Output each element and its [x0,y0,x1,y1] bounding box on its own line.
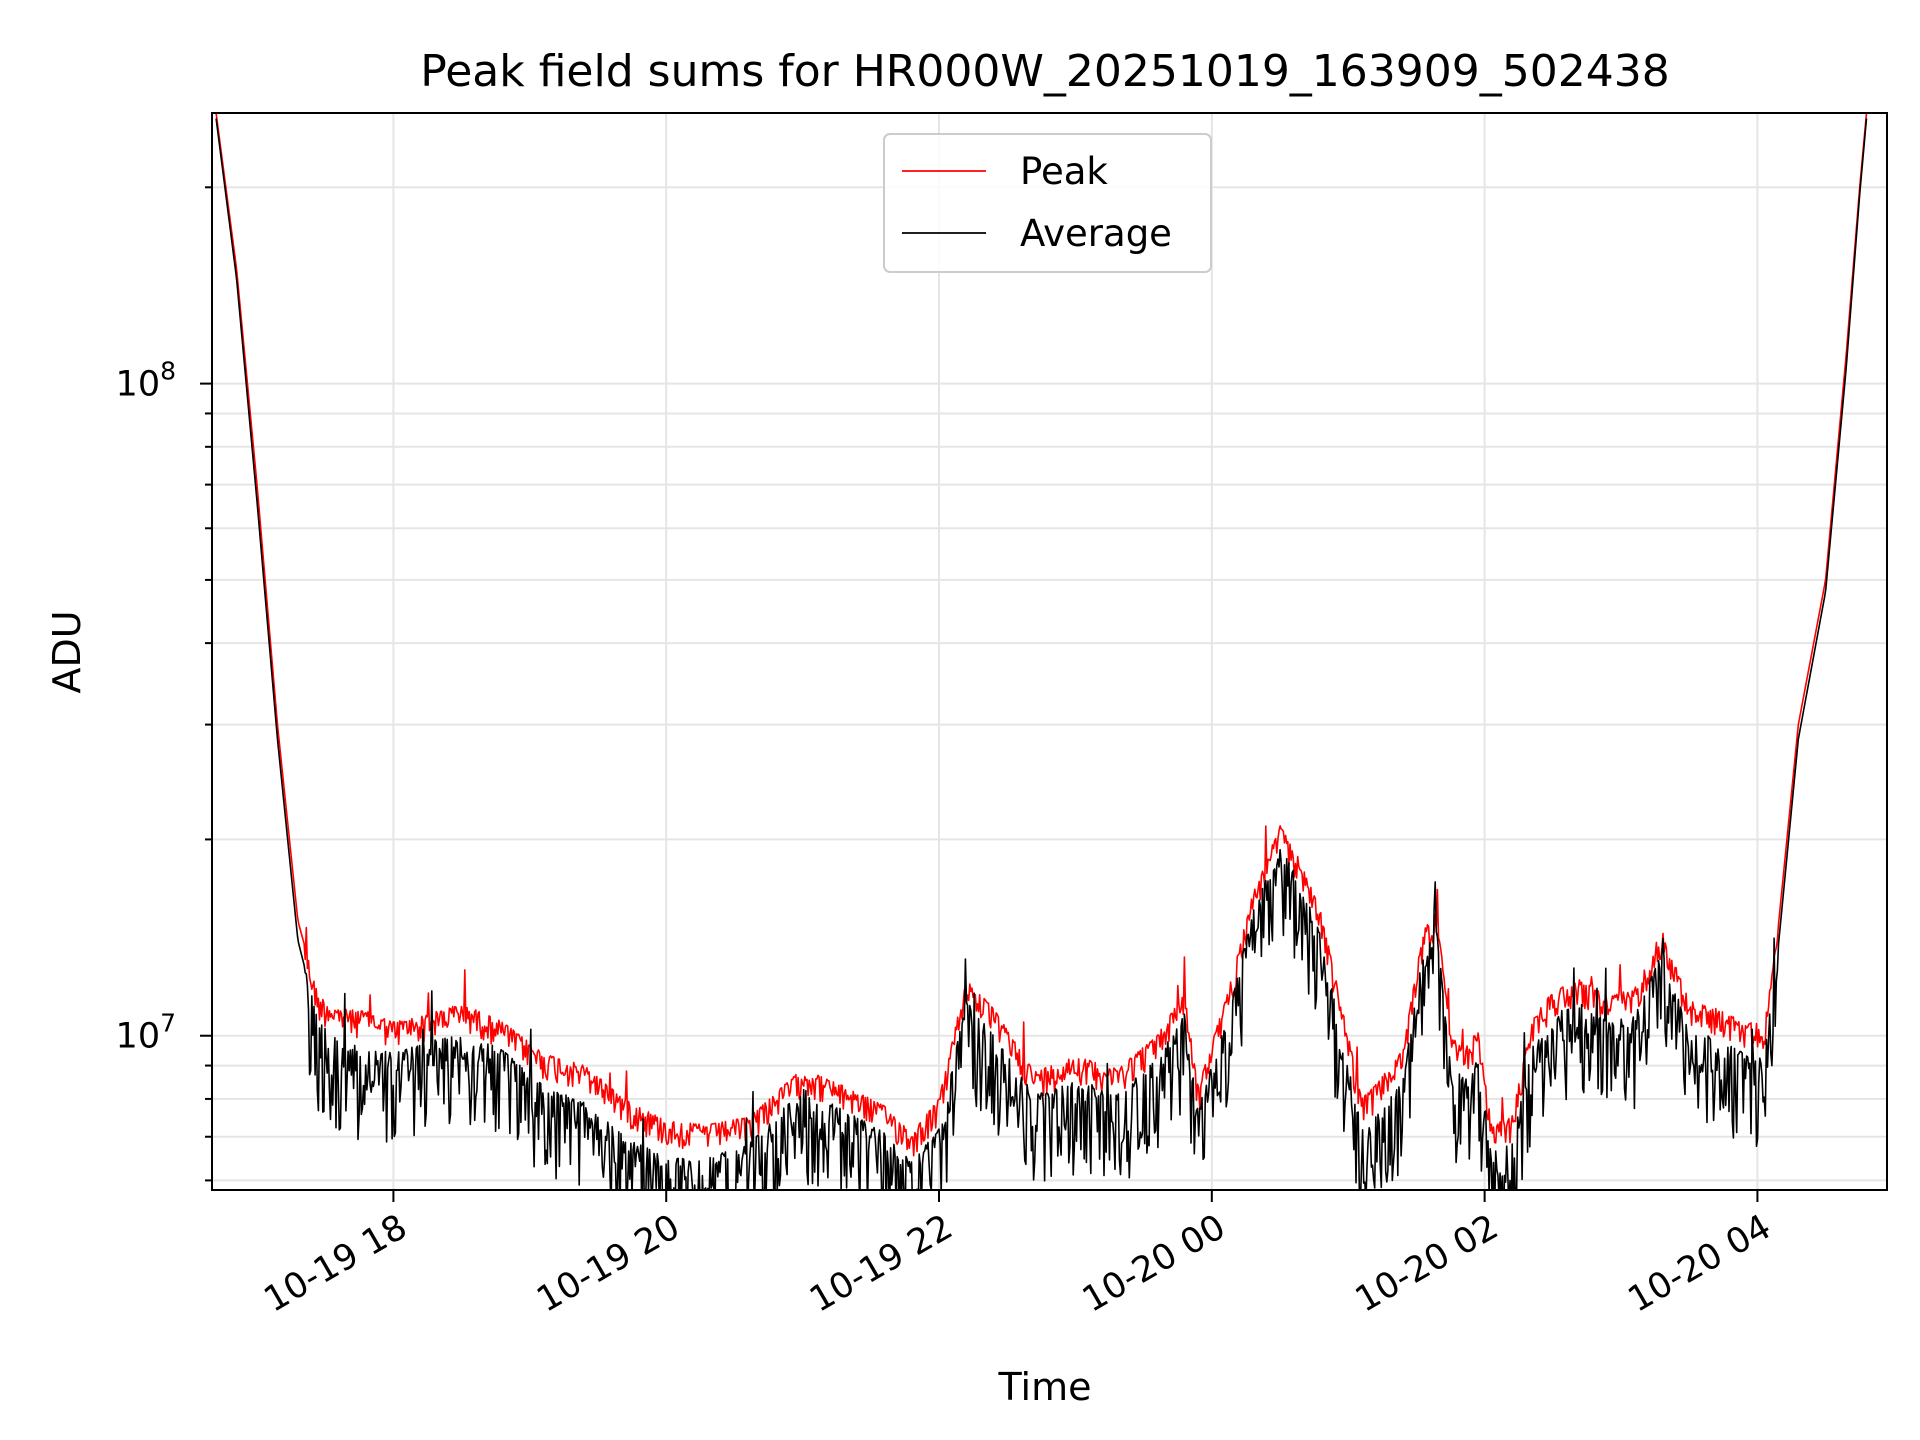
legend-box [883,133,1212,273]
y-axis-ticks: 107 108 [116,186,212,1182]
y-tick-label: 108 [116,357,176,405]
legend: Peak Average [883,133,1212,273]
series-line-average [215,118,1868,1190]
legend-label-peak: Peak [1020,150,1108,193]
legend-label-average: Average [1020,212,1172,255]
chart-title: Peak field sums for HR000W_20251019_1639… [420,46,1670,97]
plot-frame [211,112,1888,1191]
plot-area [215,113,1868,1190]
y-axis-label: ADU [45,610,89,693]
y-tick-label: 107 [116,1009,176,1057]
x-axis-label: Time [998,1365,1092,1409]
series-line-peak [215,113,1868,1157]
